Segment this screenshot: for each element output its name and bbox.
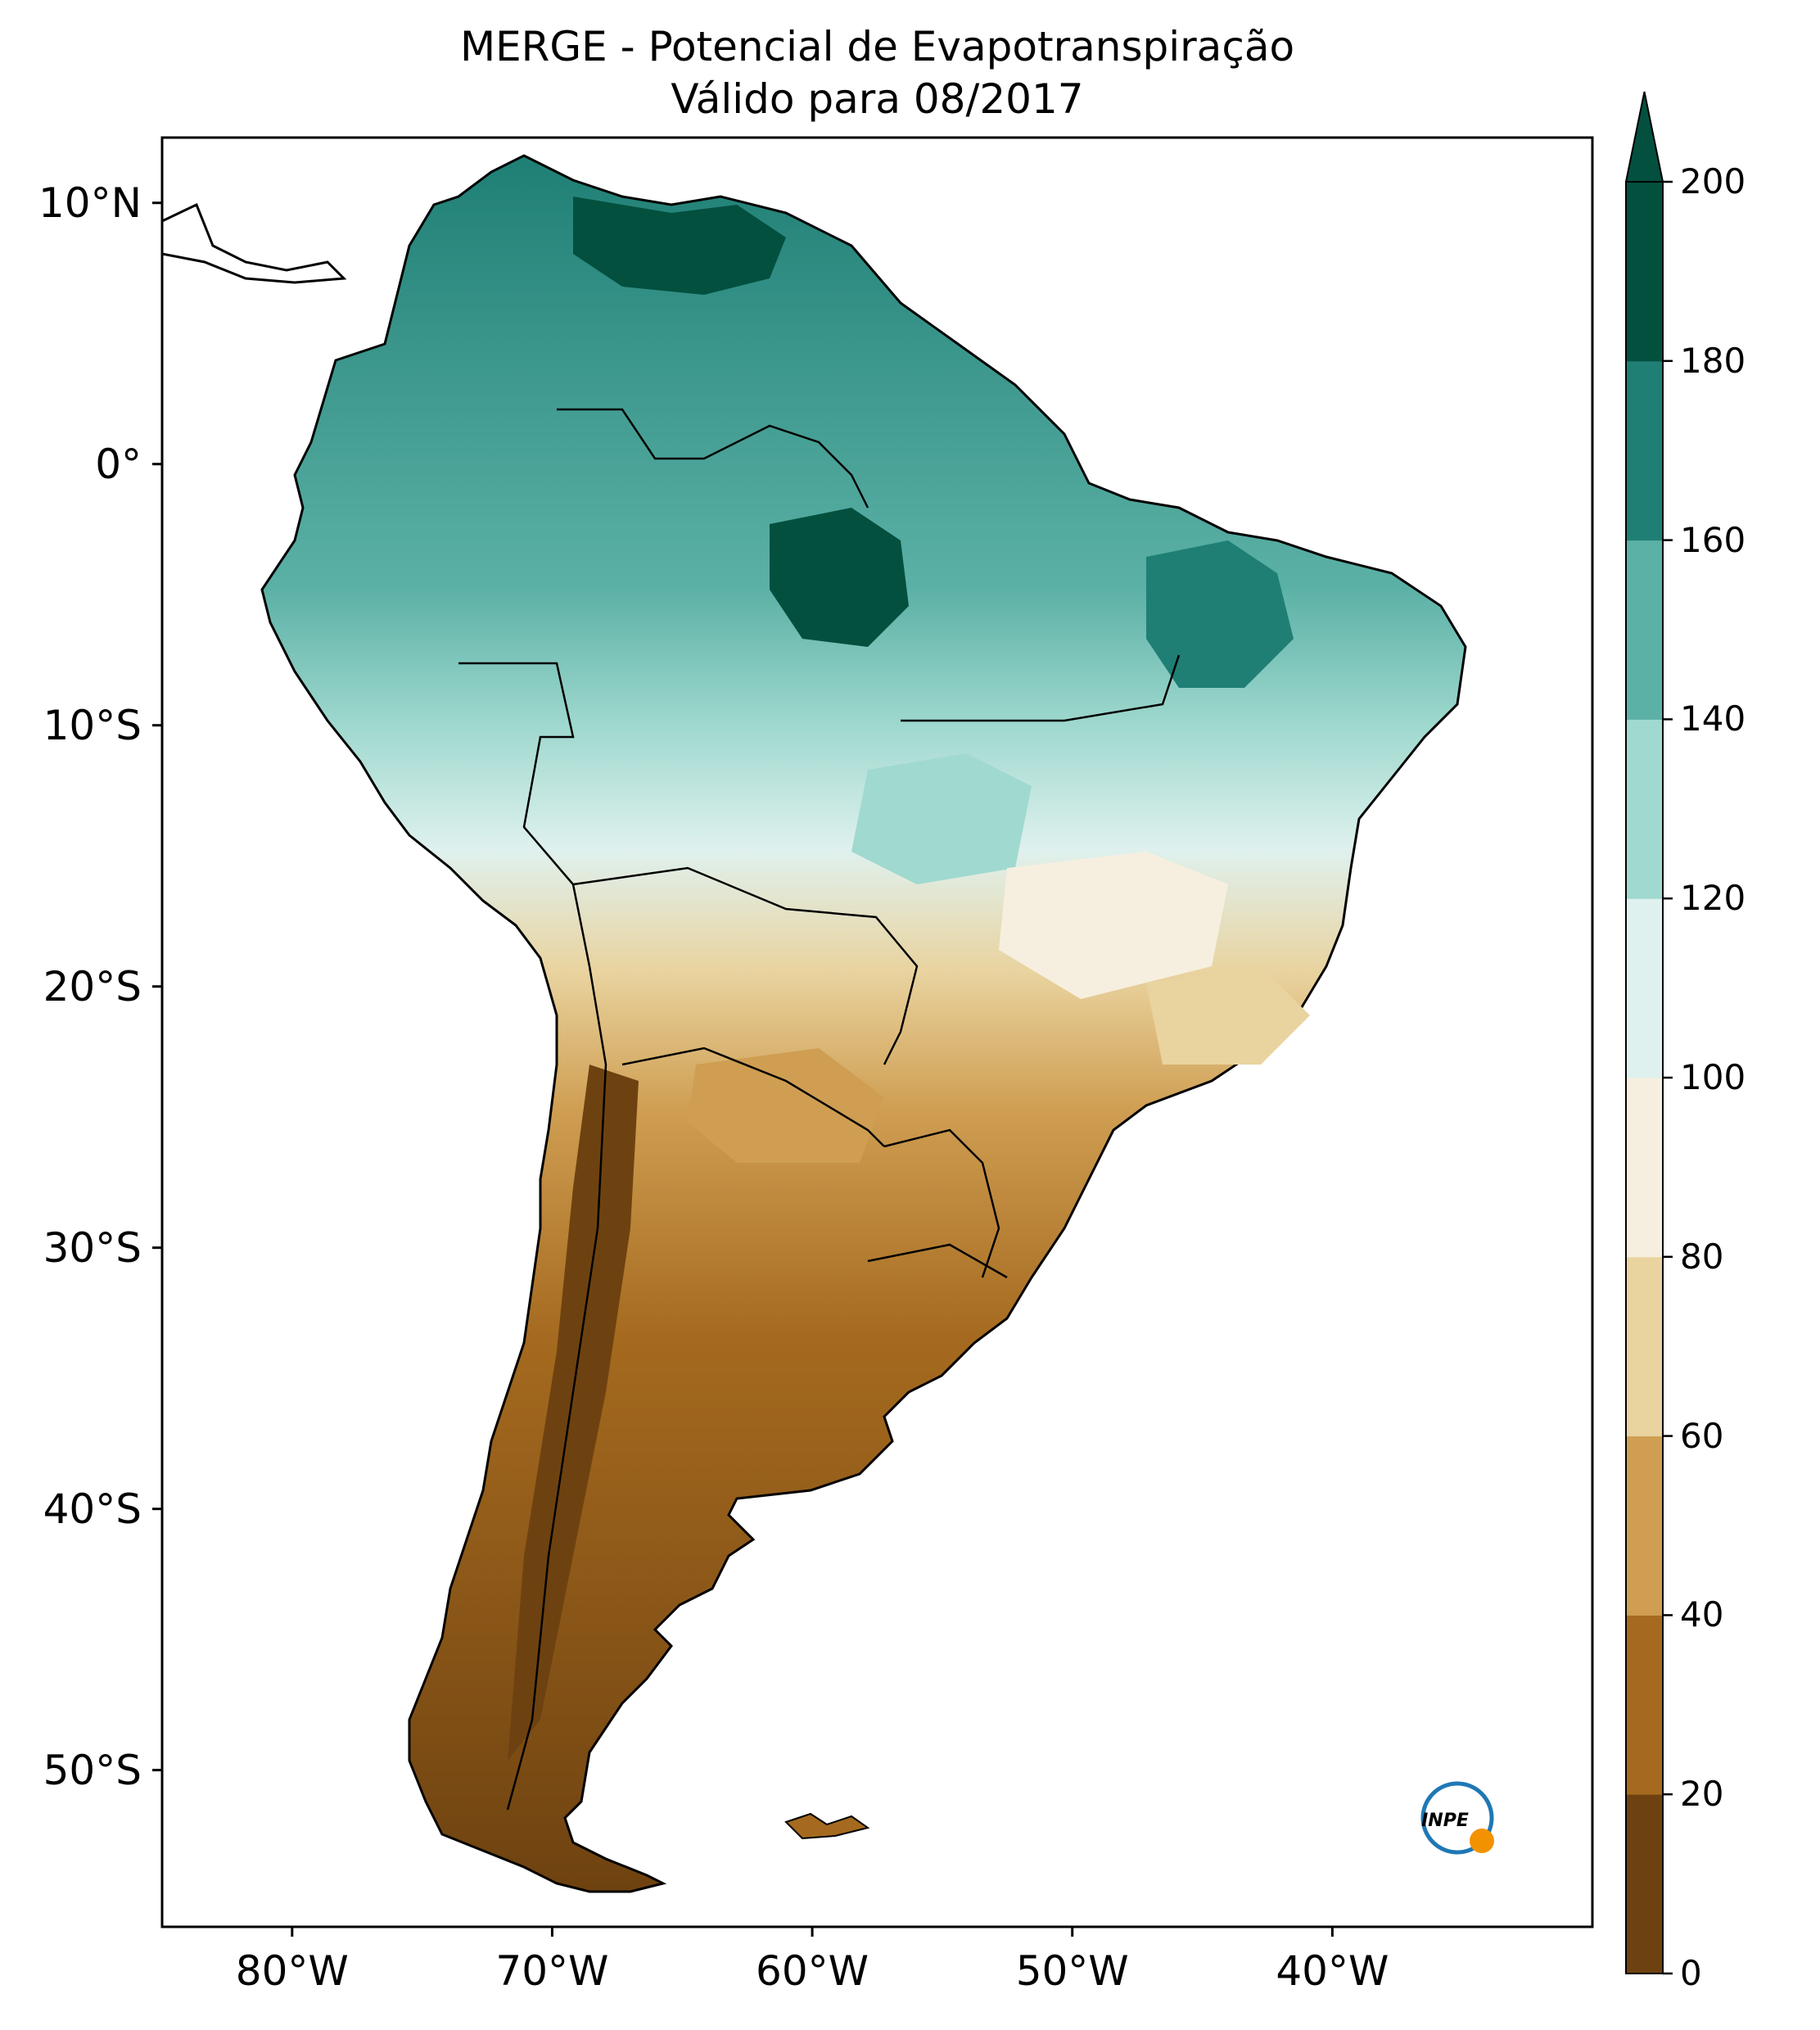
colorbar-extend-arrow [1624, 91, 1664, 183]
colorbar-tick-label: 120 [1680, 878, 1746, 919]
colorbar-segment [1626, 1794, 1663, 1974]
country-borders [458, 408, 1181, 1811]
colorbar [1624, 91, 1673, 1975]
contour-patch-amazon [770, 508, 909, 647]
lat-tick-label: 50°S [43, 1746, 142, 1794]
contour-patch-center [851, 753, 1032, 884]
colorbar-tick-label: 60 [1680, 1415, 1724, 1456]
lat-tick-label: 40°S [43, 1485, 142, 1533]
lon-tick-label: 70°W [495, 1947, 609, 1995]
inpe-logo: INPE [1420, 1781, 1494, 1855]
contour-patch-chaco [688, 1048, 884, 1163]
border-line [883, 1128, 1000, 1278]
border-line [867, 1243, 1008, 1279]
colorbar-tick-label: 180 [1680, 340, 1746, 381]
lon-tick-label: 80°W [235, 1947, 349, 1995]
colorbar-segment [1626, 898, 1663, 1078]
map-field: INPE [162, 154, 1494, 1893]
lat-tick-label: 10°S [43, 701, 142, 749]
colorbar-segment [1626, 1078, 1663, 1258]
contour-patch-southeast [1146, 966, 1310, 1065]
evapotranspiration-contours [508, 197, 1310, 1761]
border-line [572, 866, 919, 1065]
colorbar-tick-label: 140 [1680, 699, 1746, 739]
map-frame [160, 136, 1594, 1928]
logo-ring [1420, 1781, 1494, 1855]
lon-tick-marks [291, 1927, 1334, 1937]
lon-tick-label: 40°W [1276, 1947, 1389, 1995]
contour-patch-savanna [999, 852, 1228, 999]
contour-patch-north [573, 197, 786, 295]
colorbar-tick-label: 40 [1680, 1594, 1724, 1635]
colorbar-tick-label: 80 [1680, 1236, 1724, 1277]
colorbar-segment [1626, 1256, 1663, 1437]
border-line [621, 1047, 885, 1147]
contour-patch-northeast [1146, 540, 1294, 688]
falkland-islands [784, 1812, 870, 1840]
lat-tick-marks [152, 201, 162, 1772]
colorbar-tick-label: 0 [1680, 1953, 1702, 1993]
lat-tick-label: 30°S [43, 1223, 142, 1272]
border-line [557, 408, 869, 509]
central-america-landmass [162, 202, 347, 284]
border-line [901, 654, 1181, 722]
logo-dot [1470, 1829, 1494, 1853]
colorbar-tick-label: 20 [1680, 1774, 1724, 1815]
colorbar-tick-label: 160 [1680, 519, 1746, 560]
colorbar-segment [1626, 182, 1663, 362]
logo-text: INPE [1421, 1811, 1469, 1831]
lon-tick-label: 50°W [1015, 1947, 1129, 1995]
border-line [506, 965, 607, 1811]
colorbar-tick-label: 200 [1680, 161, 1746, 201]
lon-tick-label: 60°W [756, 1947, 869, 1995]
colorbar-segment [1626, 540, 1663, 720]
map-title: MERGE - Potencial de Evapotranspiração [459, 23, 1295, 70]
contour-patch-andes [508, 1065, 639, 1761]
lat-tick-label: 10°N [38, 179, 142, 227]
colorbar-segment [1626, 1435, 1663, 1616]
colorbar-tick-label: 100 [1680, 1057, 1746, 1097]
colorbar-segment [1626, 1615, 1663, 1795]
colorbar-segment [1626, 360, 1663, 541]
lat-tick-label: 20°S [43, 962, 142, 1010]
map-subtitle: Válido para 08/2017 [671, 75, 1084, 123]
lat-tick-label: 0° [95, 440, 142, 488]
colorbar-segment [1626, 719, 1663, 899]
